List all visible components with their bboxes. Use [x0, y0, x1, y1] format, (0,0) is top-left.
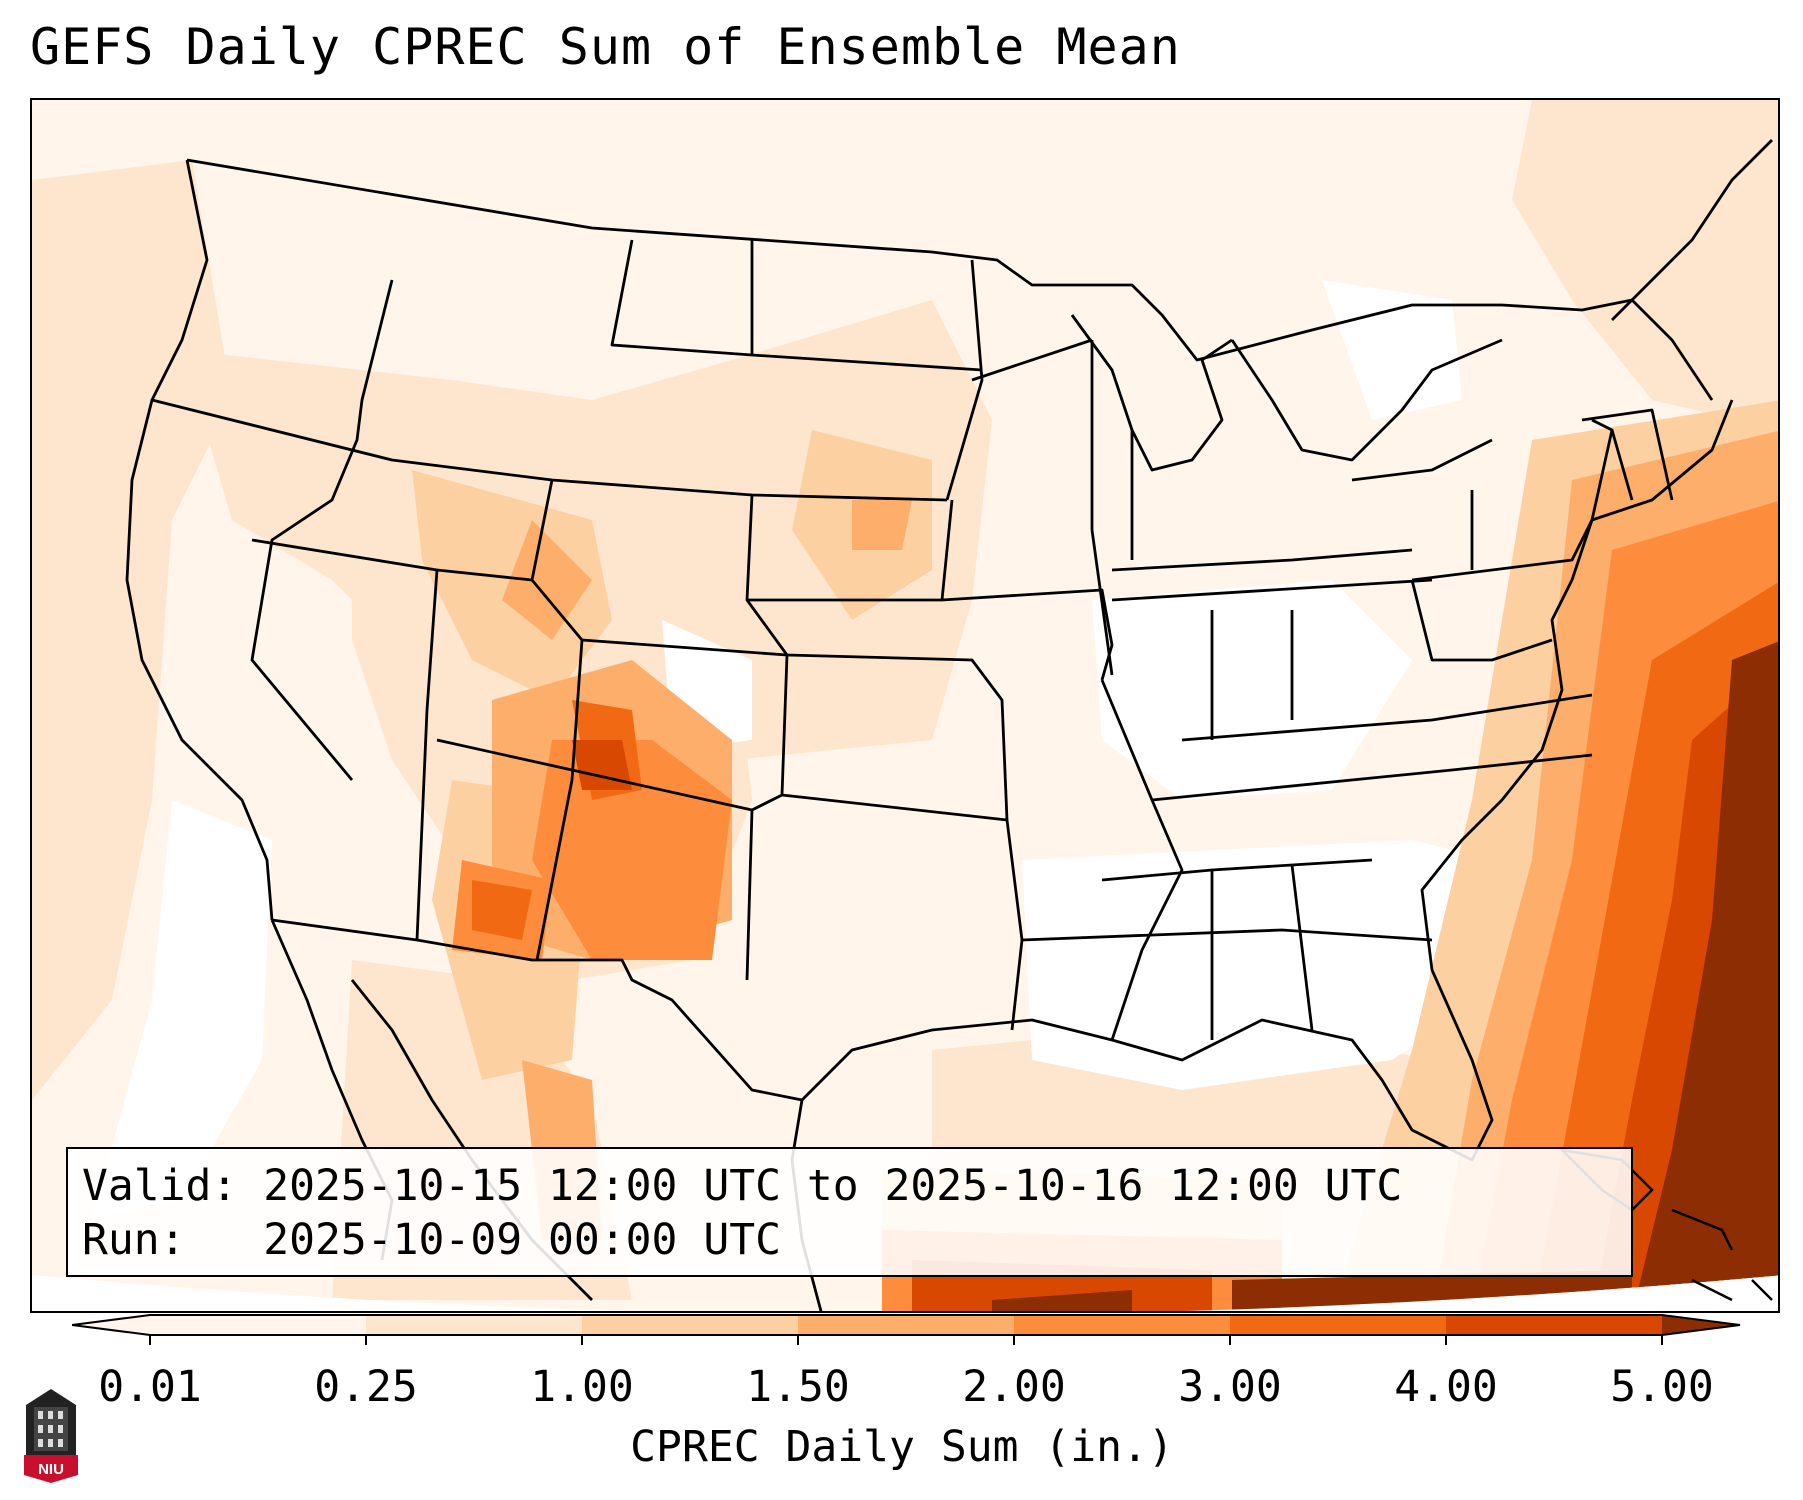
colorbar-segment [1014, 1315, 1231, 1335]
colorbar-tick-label: 0.01 [98, 1362, 202, 1412]
west-coast [125, 159, 274, 921]
colorbar-tick-label: 1.50 [746, 1362, 850, 1412]
niu-logo: NIU [24, 1389, 78, 1483]
colorbar-tick-label: 1.00 [530, 1362, 634, 1412]
valid-time-text: Valid: 2025-10-15 12:00 UTC to 2025-10-1… [82, 1161, 1403, 1211]
precipitation-map [32, 100, 1778, 1311]
validity-info-box: Valid: 2025-10-15 12:00 UTC to 2025-10-1… [66, 1147, 1633, 1277]
colorbar-segment [366, 1315, 583, 1335]
great-lakes [1230, 338, 1503, 462]
colorbar-label: CPREC Daily Sum (in.) [630, 1422, 1174, 1472]
map-title: GEFS Daily CPREC Sum of Ensemble Mean [30, 18, 1181, 76]
canada-coast [1631, 139, 1773, 301]
colorbar-tick-label: 5.00 [1610, 1362, 1714, 1412]
run-time-text: Run: 2025-10-09 00:00 UTC [82, 1215, 781, 1265]
colorbar-tick-label: 2.00 [962, 1362, 1066, 1412]
colorbar-extend-high [1662, 1315, 1740, 1335]
colorbar-segment [150, 1315, 367, 1335]
colorbar-segment [1446, 1315, 1663, 1335]
us-mexico-border [271, 918, 803, 1102]
niu-logo-text: NIU [38, 1461, 64, 1478]
colorbar-extend-low [72, 1315, 150, 1335]
colorbar [72, 1314, 1741, 1345]
colorbar-tick-label: 4.00 [1394, 1362, 1498, 1412]
great-lakes [1351, 438, 1493, 482]
us-canada-border [186, 158, 1633, 362]
colorbar-tick-label: 3.00 [1178, 1362, 1282, 1412]
map-panel [30, 98, 1780, 1313]
colorbar-segment [582, 1315, 799, 1335]
colorbar-segment [1230, 1315, 1447, 1335]
colorbar-segment [798, 1315, 1015, 1335]
great-lakes [1070, 314, 1233, 472]
colorbar-tick-label: 0.25 [314, 1362, 418, 1412]
